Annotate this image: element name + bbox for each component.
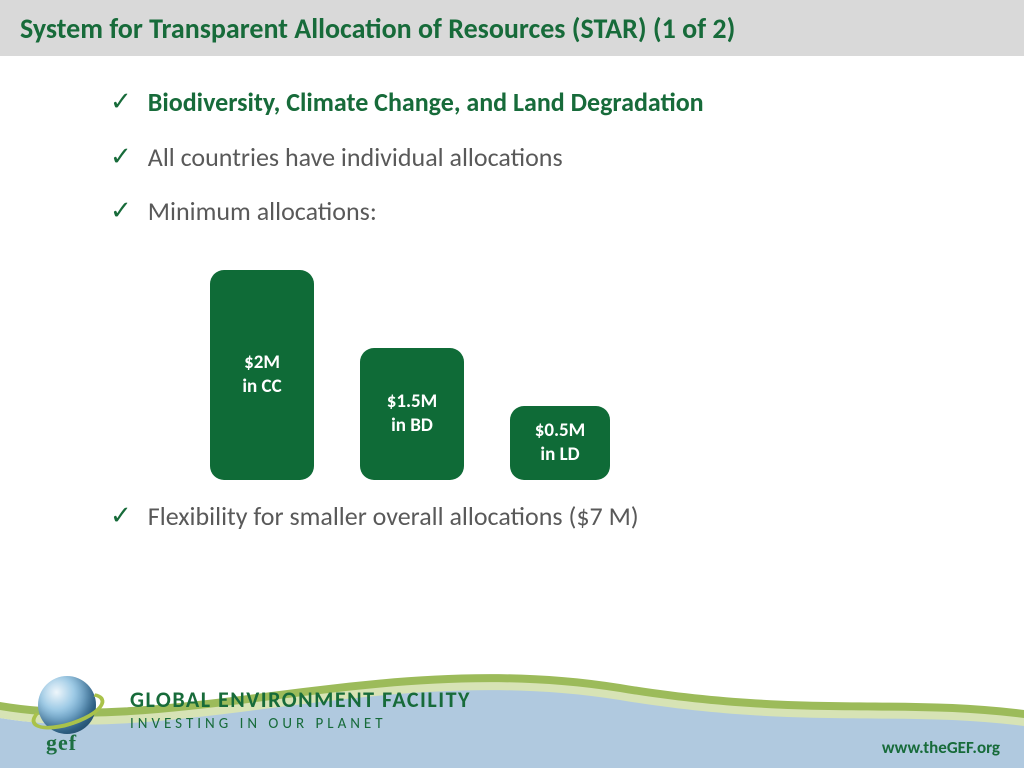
list-item: ✓ All countries have individual allocati…: [110, 141, 934, 174]
logo-block: gef GLOBAL ENVIRONMENT FACILITY INVESTIN…: [30, 674, 471, 750]
list-item: ✓ Minimum allocations:: [110, 195, 934, 228]
chart-bar: $2Min CC: [210, 270, 314, 480]
footer-url: www.theGEF.org: [882, 737, 1000, 758]
chart-bar: $0.5Min LD: [510, 406, 610, 480]
bullet-text: Minimum allocations:: [148, 195, 377, 228]
title-bar: System for Transparent Allocation of Res…: [0, 0, 1024, 56]
org-text-block: GLOBAL ENVIRONMENT FACILITY INVESTING IN…: [130, 686, 471, 733]
bullet-list: ✓ Biodiversity, Climate Change, and Land…: [110, 86, 934, 228]
page-title: System for Transparent Allocation of Res…: [20, 11, 735, 46]
list-item: ✓ Flexibility for smaller overall alloca…: [110, 500, 934, 533]
bullet-text: Flexibility for smaller overall allocati…: [148, 500, 639, 533]
content-area: ✓ Biodiversity, Climate Change, and Land…: [0, 56, 1024, 532]
gef-logo-text: gef: [46, 730, 77, 756]
check-icon: ✓: [110, 141, 132, 172]
check-icon: ✓: [110, 500, 132, 531]
check-icon: ✓: [110, 86, 132, 117]
list-item: ✓ Biodiversity, Climate Change, and Land…: [110, 86, 934, 119]
bullet-text: Biodiversity, Climate Change, and Land D…: [148, 86, 704, 119]
org-tagline: INVESTING IN OUR PLANET: [130, 715, 471, 733]
bullet-list-2: ✓ Flexibility for smaller overall alloca…: [110, 500, 934, 533]
chart-bar: $1.5Min BD: [360, 348, 464, 480]
check-icon: ✓: [110, 195, 132, 226]
org-name: GLOBAL ENVIRONMENT FACILITY: [130, 686, 471, 713]
bullet-text: All countries have individual allocation…: [148, 141, 563, 174]
footer: gef GLOBAL ENVIRONMENT FACILITY INVESTIN…: [0, 648, 1024, 768]
gef-logo-icon: gef: [30, 674, 106, 750]
allocation-bar-chart: $2Min CC $1.5Min BD $0.5Min LD: [190, 250, 934, 480]
